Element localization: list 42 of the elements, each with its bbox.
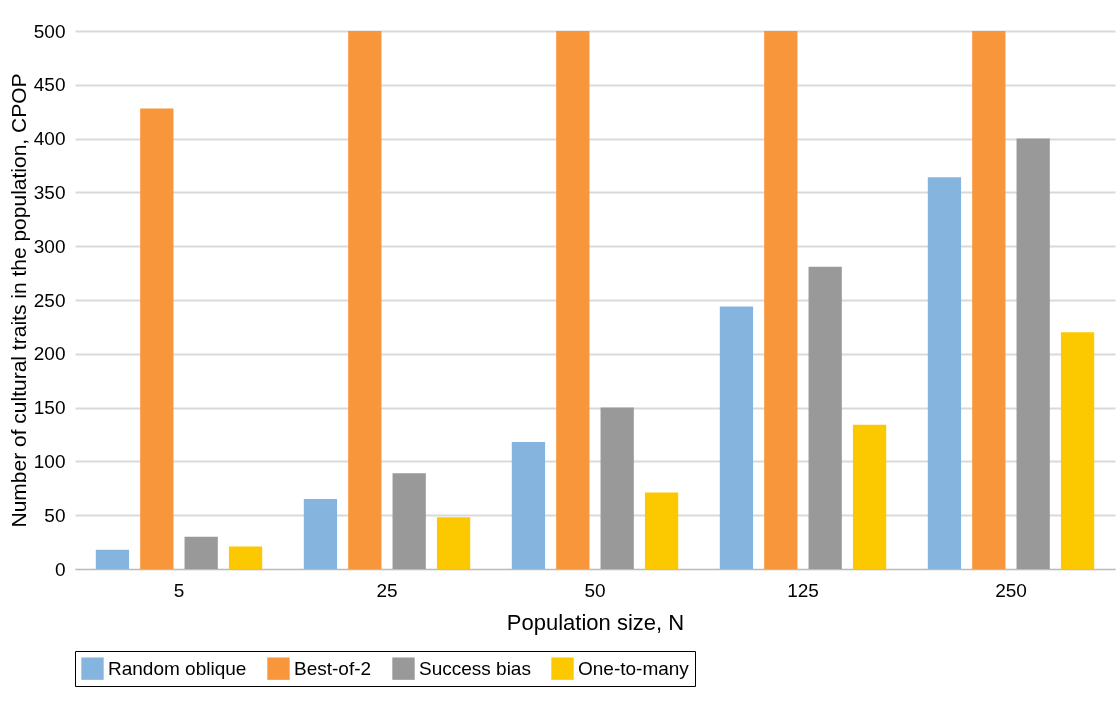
bar — [1060, 332, 1095, 569]
bar — [1016, 138, 1050, 569]
legend-label: One-to-many — [578, 657, 690, 679]
bar — [719, 306, 754, 569]
bar — [808, 266, 842, 569]
x-tick-label: 5 — [173, 579, 185, 601]
bar — [852, 424, 887, 569]
bar — [348, 31, 382, 569]
bar — [764, 31, 798, 569]
x-tick-label: 125 — [787, 579, 819, 601]
y-tick-label: 150 — [33, 397, 66, 419]
bar — [511, 442, 546, 569]
x-tick-label: 250 — [995, 579, 1027, 601]
bar — [140, 108, 174, 569]
bar — [303, 499, 338, 569]
y-tick-label: 50 — [44, 504, 66, 526]
y-tick-label: 0 — [54, 558, 66, 580]
y-axis-title: Number of cultural traits in the population, CPOP — [6, 73, 30, 528]
bar — [436, 517, 471, 569]
y-tick-label: 250 — [33, 289, 66, 311]
y-tick-label: 200 — [33, 343, 66, 365]
bar — [184, 536, 218, 569]
y-tick-label: 100 — [33, 450, 66, 472]
bar — [927, 177, 962, 569]
bar — [392, 473, 426, 569]
legend-label: Random oblique — [108, 657, 247, 679]
bar — [95, 549, 130, 569]
x-tick-label: 50 — [584, 579, 606, 601]
y-tick-label: 300 — [33, 235, 66, 257]
bar — [600, 407, 634, 569]
legend-label: Best-of-2 — [294, 657, 372, 679]
y-tick-label: 450 — [33, 74, 66, 96]
bar — [556, 31, 590, 569]
bar — [644, 492, 679, 569]
x-axis-title: Population size, N — [506, 609, 685, 635]
legend-label: Success bias — [419, 657, 531, 679]
x-tick-label: 25 — [376, 579, 398, 601]
bar — [228, 546, 263, 569]
y-tick-label: 350 — [33, 181, 66, 203]
bar — [972, 31, 1006, 569]
y-tick-label: 400 — [33, 128, 66, 150]
y-tick-label: 500 — [33, 20, 66, 42]
